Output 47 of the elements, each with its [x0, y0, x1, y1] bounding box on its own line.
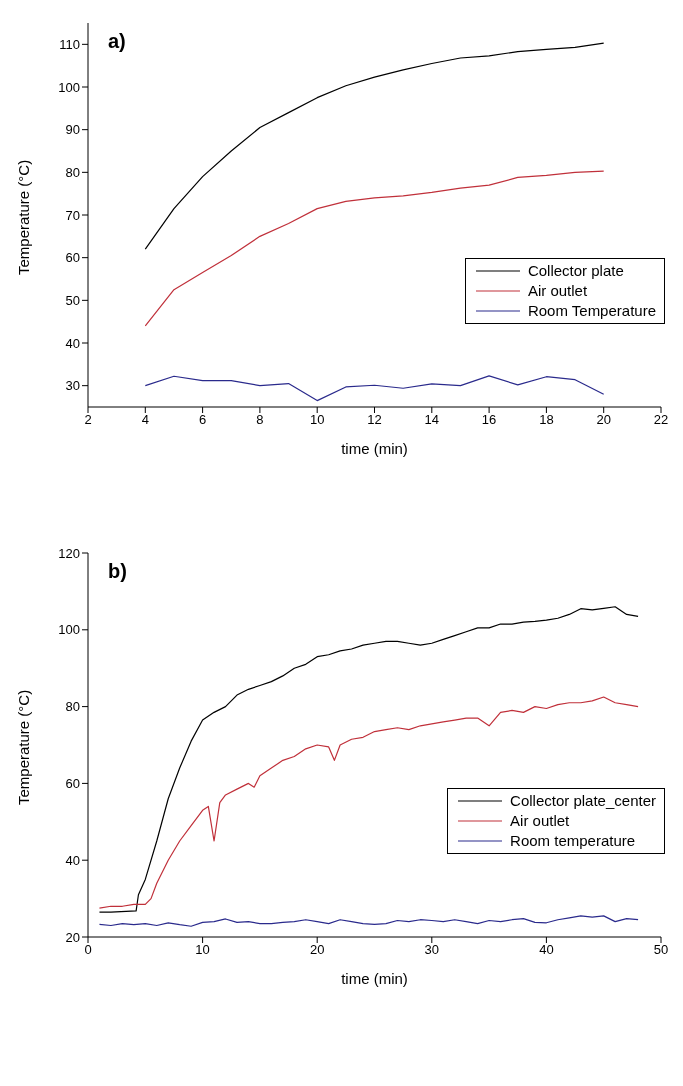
line-series — [144, 375, 605, 402]
x-tick-label: 50 — [653, 942, 669, 958]
x-tick-label: 10 — [195, 942, 210, 958]
x-tick-label: 6 — [198, 412, 207, 428]
x-tick-label: 22 — [653, 412, 669, 428]
line-series — [144, 42, 605, 250]
y-tick-label: 60 — [65, 776, 80, 792]
legend-label: Room temperature — [510, 831, 636, 851]
legend-label: Collector plate — [527, 261, 624, 281]
y-tick-label: 60 — [65, 250, 80, 266]
x-tick-label: 2 — [84, 412, 92, 428]
x-tick-label: 18 — [539, 412, 554, 428]
x-axis-title: time (min) — [341, 440, 408, 457]
y-tick-label: 50 — [65, 292, 80, 308]
x-tick-label: 20 — [309, 942, 325, 958]
x-tick-label: 14 — [424, 412, 440, 428]
y-tick-label: 40 — [65, 335, 80, 351]
y-tick-label: 70 — [65, 207, 80, 223]
x-tick-label: 16 — [481, 412, 497, 428]
chart-title: b) — [108, 560, 127, 582]
x-tick-label: 10 — [309, 412, 325, 428]
y-tick-label: 80 — [65, 164, 80, 180]
y-tick-label: 110 — [59, 36, 80, 52]
y-axis-title: Temperature (°C) — [15, 689, 33, 805]
x-axis-title: time (min) — [341, 970, 408, 987]
y-tick-label: 90 — [65, 122, 80, 138]
x-tick-label: 40 — [539, 942, 554, 958]
y-tick-label: 40 — [65, 852, 80, 868]
x-tick-label: 20 — [596, 412, 611, 428]
legend-label: Room Temperature — [527, 301, 656, 321]
legend-label: Air outlet — [510, 811, 570, 831]
y-tick-label: 100 — [58, 79, 80, 95]
x-tick-label: 8 — [256, 412, 264, 428]
y-tick-label: 20 — [65, 929, 80, 945]
y-tick-label: 120 — [58, 545, 80, 561]
y-tick-label: 30 — [65, 378, 80, 394]
chart-title: a) — [108, 30, 126, 52]
x-tick-label: 30 — [424, 942, 440, 958]
x-tick-label: 4 — [141, 412, 149, 428]
y-axis-title: Temperature (°C) — [15, 159, 33, 275]
x-tick-label: 12 — [367, 412, 382, 428]
x-tick-label: 0 — [84, 942, 92, 958]
y-tick-label: 100 — [58, 622, 80, 638]
line-series — [98, 915, 639, 927]
legend-label: Collector plate_center — [510, 791, 656, 811]
y-tick-label: 80 — [65, 699, 80, 715]
legend-label: Air outlet — [527, 281, 588, 301]
